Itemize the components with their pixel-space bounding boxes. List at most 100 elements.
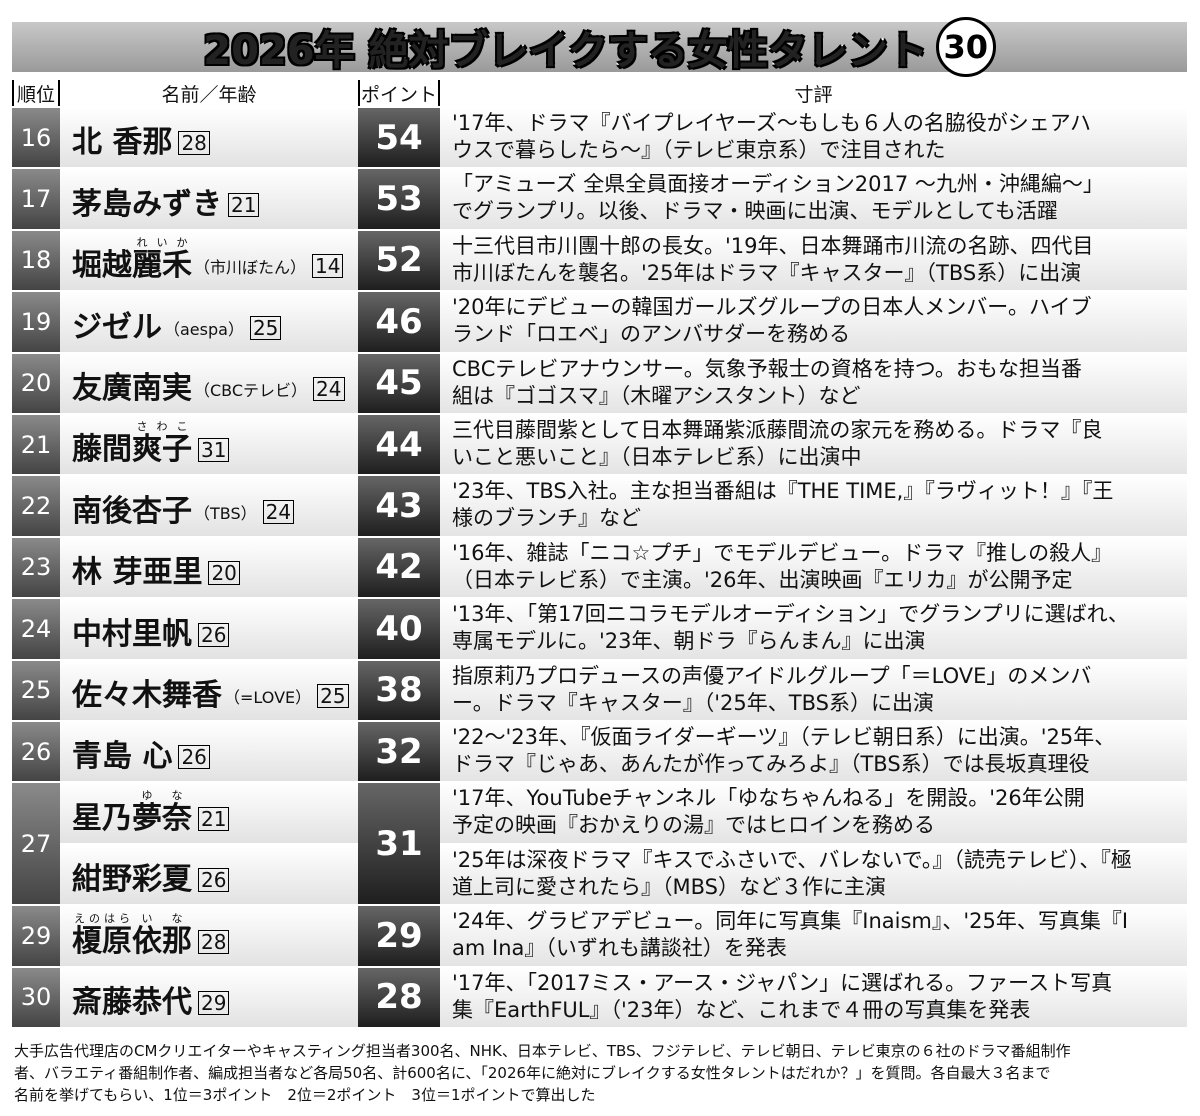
age-badge: 21 — [198, 806, 230, 831]
comment-line: '17年、「2017ミス・アース・ジャパン」に選ばれる。ファースト写真 — [452, 970, 1113, 995]
comment-cell: '25年は深夜ドラマ『キスでふさいで、バレないで。』（読売テレビ）、『極 道上司に… — [440, 844, 1187, 905]
table-row: 20 45 友廣南実 （CBCテレビ） 24 CBCテレビアナウンサー。気象予報士の資格を… — [12, 353, 1187, 413]
person-name: 林 芽亜里 — [72, 557, 202, 589]
points-cell: 54 — [358, 108, 440, 168]
comment-cell: '17年、ドラマ『バイプレイヤーズ～もしも６人の名脇役がシェアハ ウスで暮らしたら… — [440, 108, 1187, 168]
comment-line: '24年、グラビアデビュー。同年に写真集『Inaism』、'25年、写真集『I — [452, 909, 1129, 934]
name-part: 堀越 — [72, 248, 132, 284]
name-reading: ゆな — [132, 788, 192, 802]
table-row: 16 54 北 香那 28 '17年、ドラマ『バイプレイヤーズ～もしも６人の名脇役がシェ… — [12, 108, 1187, 168]
person-name: 青島 心 — [72, 741, 172, 773]
person-name: 紺野彩夏 — [72, 864, 192, 896]
person-name: 星乃夢奈ゆな — [72, 789, 192, 835]
comment-cell: '23年、TBS入社。主な担当番組は『THE TIME,』『ラヴィット！』『王様… — [440, 476, 1187, 536]
comment-cell: '17年、YouTubeチャンネル「ゆなちゃんねる」を開設。'26年公開 予定の映… — [440, 783, 1187, 843]
rank-cell: 19 — [12, 292, 60, 352]
comment-line: ウスで暮らしたら～』（テレビ東京系）で注目された — [452, 138, 946, 162]
points-cell: 29 — [358, 906, 440, 966]
points-cell: 45 — [358, 353, 440, 413]
age-badge: 26 — [178, 745, 210, 770]
age-badge: 14 — [312, 254, 344, 279]
table-row: 26 32 青島 心 26'22～'23年、『仮面ライダーギーツ』（テレビ朝日系）に出… — [12, 722, 1187, 782]
name-cell: 佐々木舞香 （=LOVE） 25 — [60, 660, 358, 720]
comment-line: 十三代目市川團十郎の長女。'19年、日本舞踊市川流の名跡、四代目 — [452, 233, 1094, 258]
name-part: 中村里帆 — [72, 616, 192, 652]
comment-line: 市川ぼたんを襲名。'25年はドラマ『キャスター』（TBS系）に出演 — [452, 260, 1082, 285]
name-cell: 藤間爽子さわこ 31 — [60, 415, 358, 475]
rank-cell: 20 — [12, 353, 60, 413]
points-cell: 32 — [358, 722, 440, 782]
name-cell: 北 香那 28 — [60, 108, 358, 168]
points-cell: 44 — [358, 415, 440, 475]
name-reading: な — [162, 911, 192, 925]
name-ruby: 爽子さわこ — [132, 420, 192, 468]
affiliation-note: （aespa） — [164, 319, 244, 339]
age-badge: 26 — [198, 868, 230, 893]
name-part: ジゼル — [72, 309, 162, 345]
name-part: 紺野彩夏 — [72, 862, 192, 898]
rank-cell: 30 — [12, 967, 60, 1027]
points-cell: 46 — [358, 292, 440, 352]
comment-cell: '22～'23年、『仮面ライダーギーツ』（テレビ朝日系）に出演。'25年、 ドラマ… — [440, 722, 1187, 782]
title-main: 絶対ブレイクする女性タレント — [368, 27, 929, 75]
age-badge: 25 — [249, 315, 282, 340]
rank-cell: 16 — [12, 108, 60, 168]
comment-cell: 三代目藤間紫として日本舞踊紫派藤間流の家元を務める。ドラマ『良 いこと悪いこと』（… — [440, 415, 1187, 475]
table-row: 30 28 斎藤恭代 29'17年、「2017ミス・アース・ジャパン」に選ばれる。ファ… — [12, 967, 1187, 1027]
table-row: 18 52 堀越麗禾れいか （市川ぼたん） 14 十三代目市川團十郎の長女。'19年、日本… — [12, 230, 1187, 291]
comment-line: 様のブランチ』など — [452, 506, 641, 531]
name-part: 爽子 — [132, 432, 192, 468]
points-cell: 40 — [358, 599, 440, 659]
comment-line: '22～'23年、『仮面ライダーギーツ』（テレビ朝日系）に出演。'25年、 — [452, 725, 1116, 749]
affiliation-note: （=LOVE） — [224, 687, 312, 707]
person-name: 堀越麗禾れいか — [72, 236, 192, 282]
name-part: 斎藤恭代 — [72, 984, 192, 1020]
comment-cell: 「アミューズ 全県全員面接オーディション2017 ～九州・沖縄編～」 でグランプリ… — [440, 169, 1187, 229]
footnote-line: 者、バラエティ番組制作者、編成担当者など各局50名、計600名に、「2026年に… — [14, 1064, 1051, 1082]
comment-line: '23年、TBS入社。主な担当番組は『THE TIME,』『ラヴィット！』『王 — [452, 479, 1114, 504]
age-badge: 31 — [198, 438, 230, 463]
comment-line: '25年は深夜ドラマ『キスでふさいで、バレないで。』（読売テレビ）、『極 — [452, 847, 1132, 872]
name-part: 麗禾 — [132, 248, 192, 284]
comment-line: am Ina』（いずれも講談社）を発表 — [452, 936, 787, 961]
person-name: 斎藤恭代 — [72, 984, 192, 1020]
name-part: 青島 心 — [72, 739, 173, 775]
comment-line: ドラマ『じゃあ、あんたが作ってみろよ』（TBS系）では長坂真理役 — [452, 752, 1090, 776]
comment-line: 道上司に愛されたら』（MBS）など３作に主演 — [452, 874, 886, 899]
name-part: 依 — [132, 923, 162, 959]
table-row: 25 38 佐々木舞香 （=LOVE） 25 指原莉乃プロデュースの声優アイドルグループ「… — [12, 660, 1187, 720]
name-part: 星乃 — [72, 800, 132, 836]
person-name: 榎原えのはら依い那な — [72, 912, 192, 958]
table-row: 23 42 林 芽亜里 20'16年、雑誌「ニコ☆プチ」でモデルデビュー。ドラマ『推し… — [12, 537, 1187, 598]
person-name: 北 香那 — [72, 127, 172, 159]
rank-cell: 18 — [12, 230, 60, 291]
age-badge: 29 — [198, 990, 230, 1015]
comment-line: CBCテレビアナウンサー。気象予報士の資格を持つ。おもな担当番 — [452, 356, 1082, 381]
affiliation-note: （TBS） — [194, 503, 257, 523]
name-cell: 斎藤恭代 29 — [60, 967, 358, 1027]
comment-line: 集『EarthFUL』（'23年）など、これまで４冊の写真集を発表 — [452, 997, 1031, 1022]
title-year: 2026年 — [202, 27, 355, 75]
person-name: 友廣南実 — [72, 372, 192, 405]
comment-line: '16年、雑誌「ニコ☆プチ」でモデルデビュー。ドラマ『推しの殺人』 — [452, 540, 1113, 565]
name-ruby: 麗禾れいか — [132, 236, 192, 284]
name-cell: ジゼル （aespa） 25 — [60, 292, 358, 352]
comment-cell: '16年、雑誌「ニコ☆プチ」でモデルデビュー。ドラマ『推しの殺人』 （日本テレビ系… — [440, 537, 1187, 598]
name-ruby: 夢奈ゆな — [132, 789, 192, 836]
comment-line: 専属モデルに。'23年、朝ドラ『らんまん』に出演 — [452, 629, 926, 654]
name-cell: 中村里帆 26 — [60, 599, 358, 659]
person-name: 佐々木舞香 — [72, 679, 222, 712]
points-cell: 43 — [358, 476, 440, 536]
name-part: 那 — [162, 923, 192, 959]
name-cell: 榎原えのはら依い那な 28 — [60, 906, 358, 966]
rank-cell: 27 — [12, 783, 60, 905]
age-badge: 28 — [198, 929, 230, 954]
name-reading: い — [132, 911, 162, 925]
points-cell: 28 — [358, 967, 440, 1027]
name-part: 夢奈 — [132, 800, 192, 836]
name-part: 榎原 — [72, 923, 132, 959]
name-reading: さわこ — [132, 420, 192, 434]
points-cell: 53 — [358, 169, 440, 229]
table-row: 22 43 南後杏子 （TBS） 24'23年、TBS入社。主な担当番組は『THE TI… — [12, 476, 1187, 536]
comment-line: いこと悪いこと』（日本テレビ系）に出演中 — [452, 445, 862, 469]
